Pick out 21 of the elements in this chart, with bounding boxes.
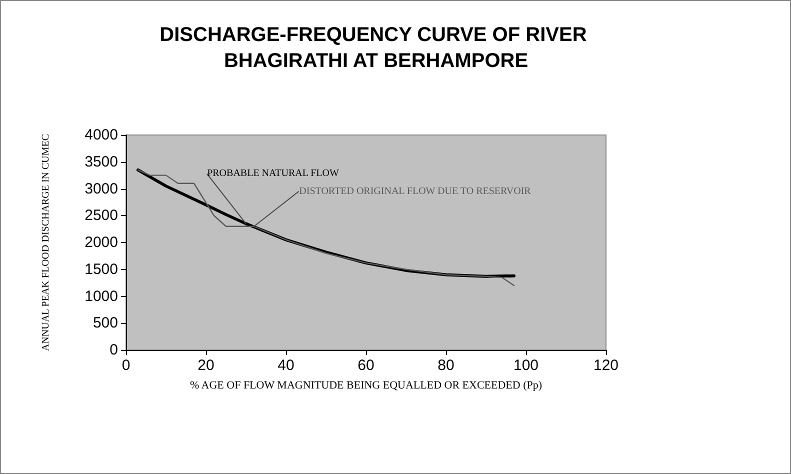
x-tick-label: 100 [513, 357, 539, 374]
y-tick-label: 1000 [84, 288, 118, 305]
text: DISTORTED ORIGINAL FLOW DUE TO RESERVOIR [299, 186, 532, 197]
y-axis-title: ANNUAL PEAK FLOOD DISCHARGE IN CUMEC [40, 134, 52, 352]
x-axis-title: % AGE OF FLOW MAGNITUDE BEING EQUALLED OR EXCEEDED (Pp) [190, 380, 542, 392]
x-tick-label: 120 [593, 357, 619, 374]
y-tick-label: 3000 [84, 180, 118, 198]
text: PROBABLE NATURAL FLOW [207, 168, 340, 180]
y-tick-label: 2500 [84, 207, 118, 224]
x-tick-label: 20 [198, 357, 214, 374]
y-tick-label: 0 [110, 342, 118, 358]
x-tick-label: 0 [122, 357, 130, 374]
y-tick-label: 500 [92, 314, 118, 332]
x-tick-label: 40 [278, 357, 294, 374]
y-tick-label: 3500 [84, 153, 118, 170]
x-tick-label: 60 [358, 357, 374, 374]
x-tick-label: 80 [438, 357, 454, 374]
chart-title: DISCHARGE-FREQUENCY CURVE OF RIVER BHAGIRATHI AT BERHAMPORE [160, 24, 592, 72]
y-tick-label: 4000 [84, 126, 118, 144]
y-tick-label: 2000 [84, 234, 118, 251]
y-tick-label: 1500 [84, 260, 118, 278]
